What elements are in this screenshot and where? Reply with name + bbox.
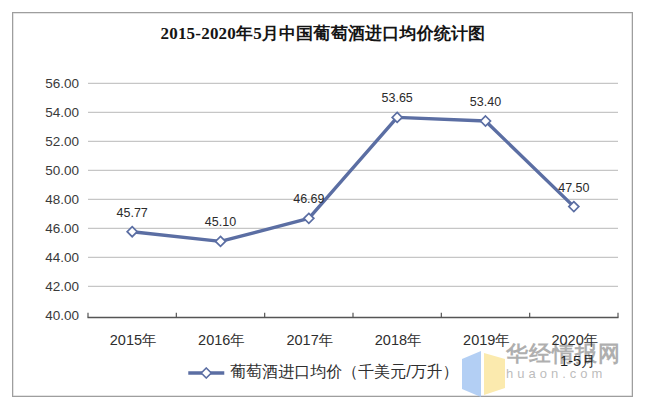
- legend-diamond-marker: [201, 368, 211, 378]
- legend-line-marker-icon: [187, 367, 225, 379]
- legend-label: 葡萄酒进口均价（千美元/万升）: [230, 362, 458, 383]
- legend: 葡萄酒进口均价（千美元/万升）: [187, 362, 458, 383]
- chart-canvas: 2015-2020年5月中国葡萄酒进口均价统计图 华经情报网 huaon.com…: [0, 0, 650, 410]
- book-left-page: [462, 351, 481, 397]
- watermark-domain: huaon.com: [506, 367, 621, 381]
- chart-title: 2015-2020年5月中国葡萄酒进口均价统计图: [0, 22, 646, 45]
- chart-frame: [12, 12, 633, 397]
- book-right-page: [484, 353, 505, 395]
- watermark-name: 华经情报网: [506, 342, 621, 366]
- watermark-text: 华经情报网 huaon.com: [506, 342, 621, 381]
- open-book-icon: [458, 345, 506, 399]
